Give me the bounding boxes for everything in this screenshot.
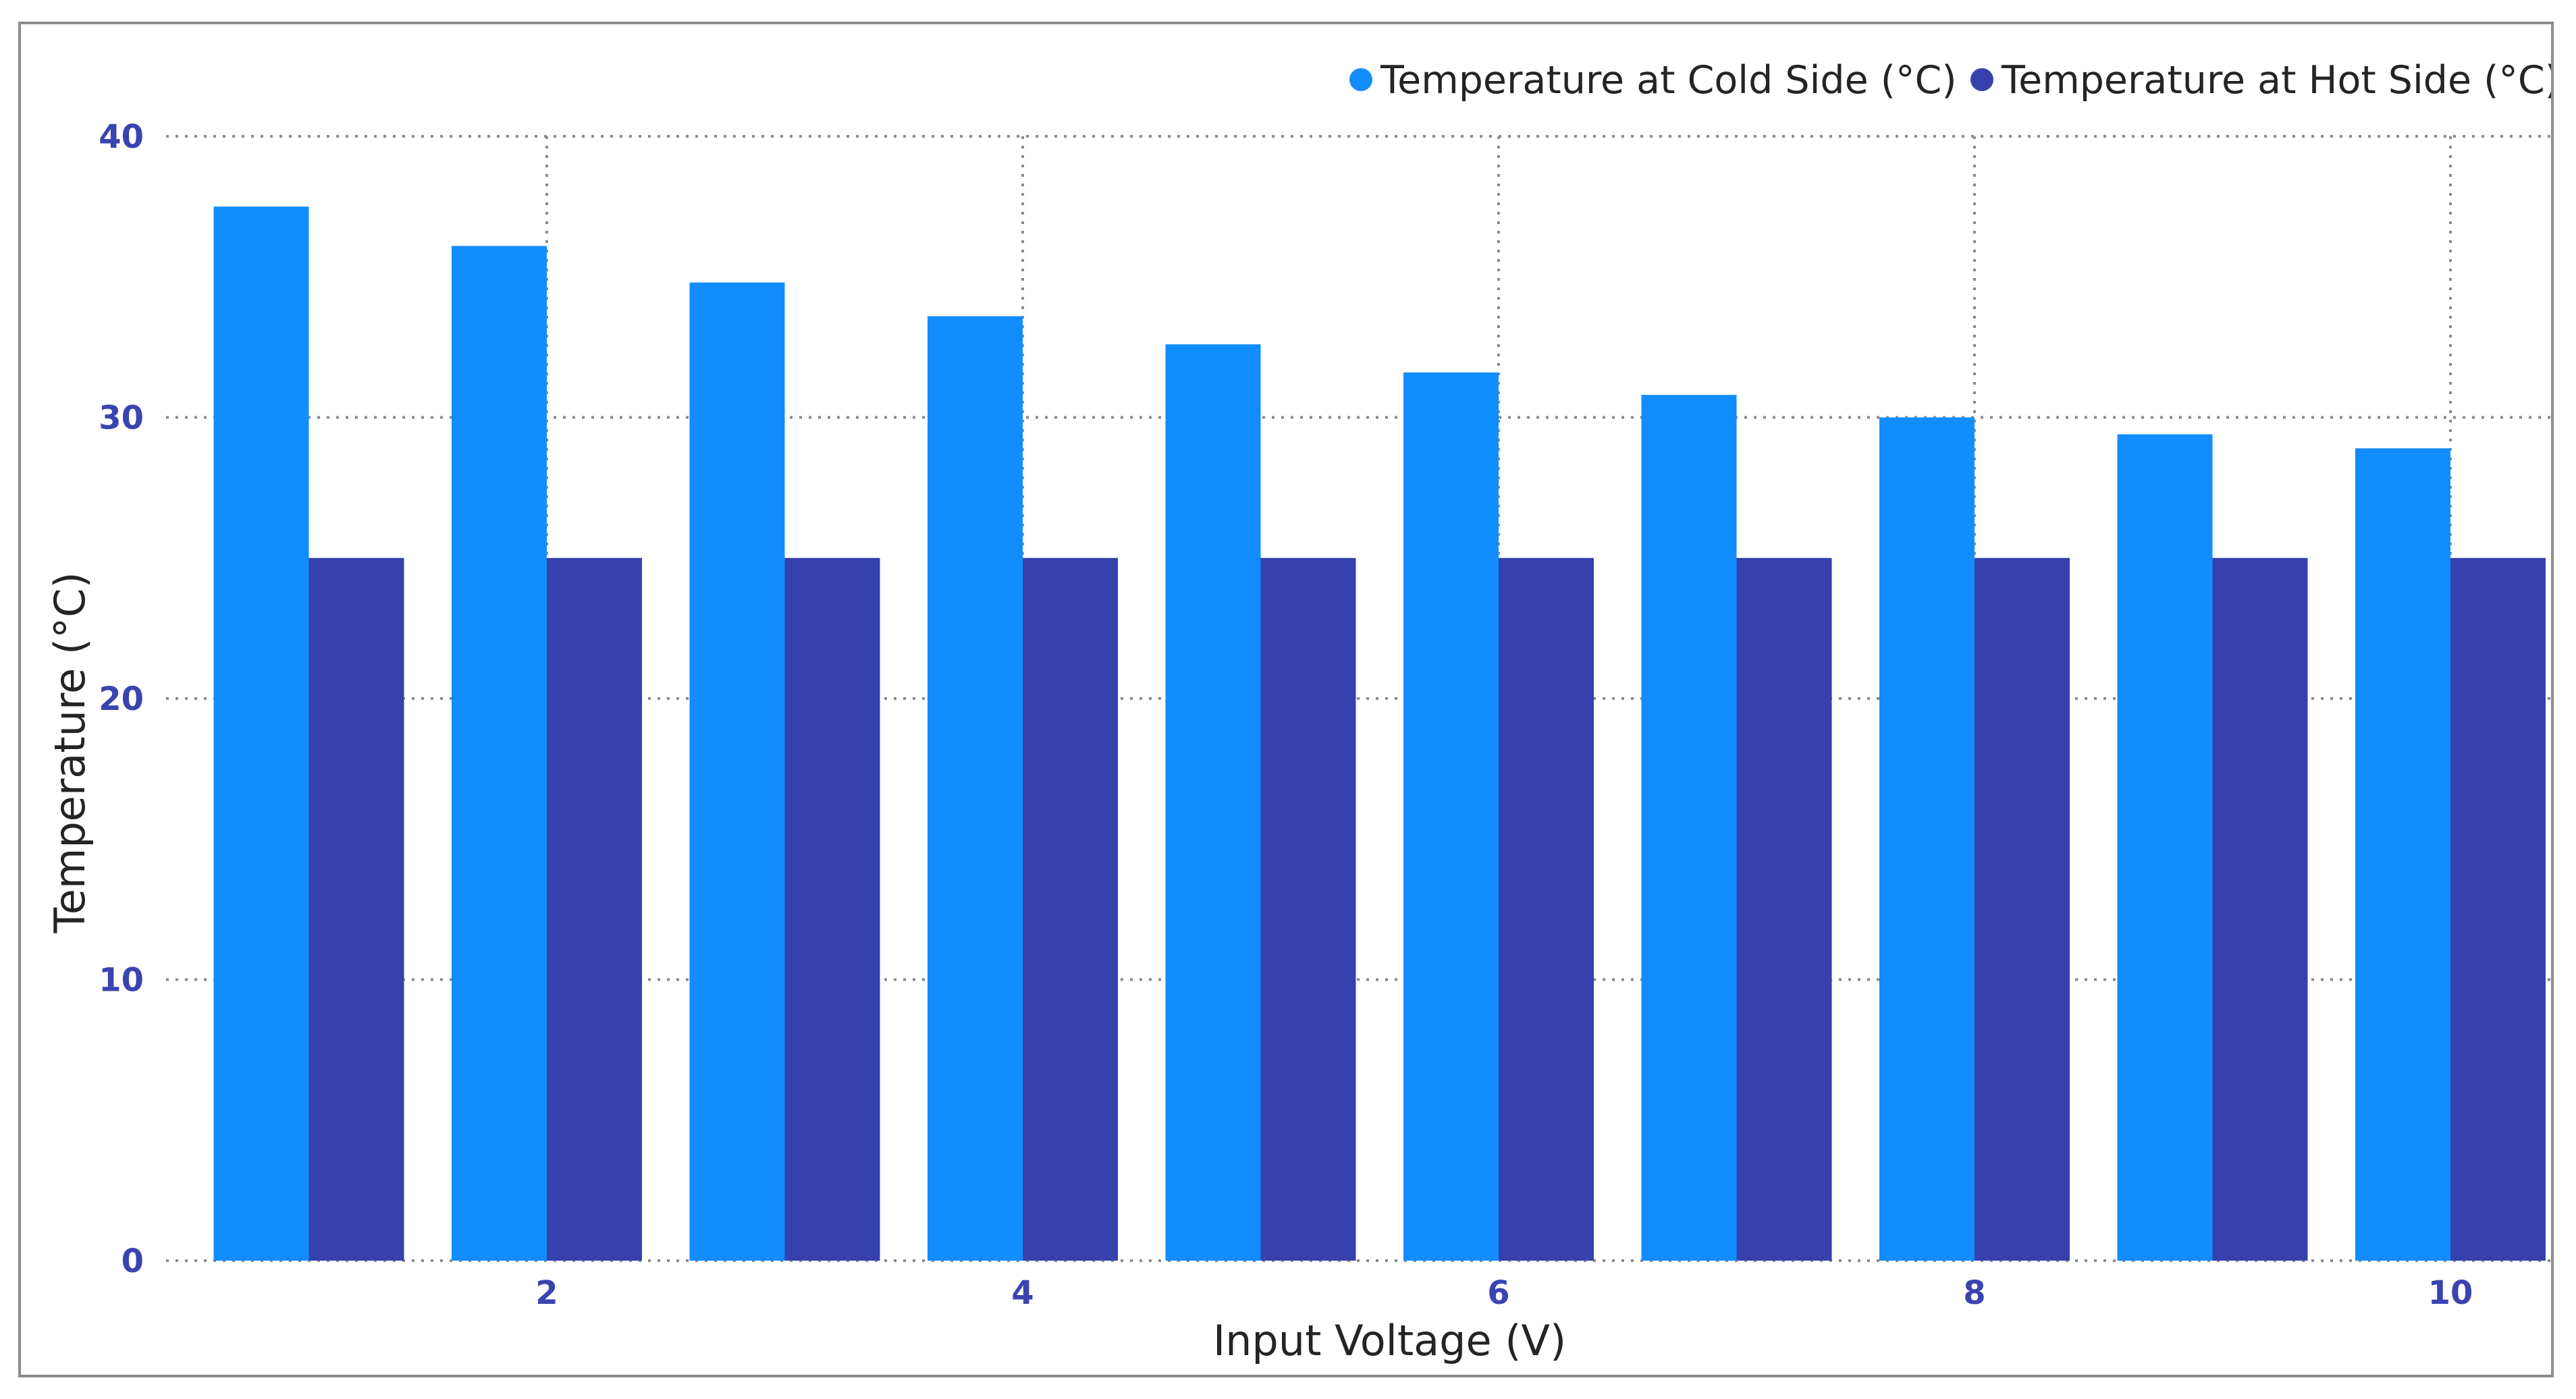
bar-hot-side — [1023, 557, 1118, 1261]
legend-label-cold-side: Temperature at Cold Side (°C) — [1380, 58, 1957, 103]
bar-cold-side — [2355, 448, 2450, 1261]
bar-hot-side — [1260, 557, 1356, 1261]
x-axis-title: Input Voltage (V) — [1213, 1316, 1566, 1365]
chart-svg: 0 10 20 30 40 2 4 6 8 10 Temperature (°C) Input … — [45, 58, 2551, 1365]
bar-hot-side — [1499, 557, 1594, 1261]
bar-cold-side — [689, 282, 785, 1261]
y-tick-label: 20 — [99, 680, 144, 718]
bar-cold-side — [452, 246, 547, 1261]
bar-cold-side — [213, 207, 309, 1261]
bar-hot-side — [2450, 557, 2546, 1261]
x-tick-label: 10 — [2428, 1274, 2473, 1312]
bar-cold-side — [1641, 395, 1737, 1261]
bar-hot-side — [2212, 557, 2308, 1261]
bar-hot-side — [784, 557, 880, 1261]
bar-cold-side — [2117, 434, 2213, 1261]
legend-marker-hot-side — [1970, 68, 1993, 91]
bar-cold-side — [1165, 344, 1261, 1261]
x-tick-label: 4 — [1011, 1274, 1034, 1312]
x-tick-label: 8 — [1963, 1274, 1985, 1312]
x-tick-label: 2 — [535, 1274, 558, 1312]
bar-hot-side — [1736, 557, 1832, 1261]
legend-marker-cold-side — [1349, 68, 1372, 91]
bar-hot-side — [1975, 557, 2070, 1261]
y-axis-title: Temperature (°C) — [45, 572, 95, 933]
bar-hot-side — [547, 557, 642, 1261]
bar-cold-side — [1403, 372, 1499, 1261]
x-axis-ticks: 2 4 6 8 10 — [535, 1274, 2473, 1312]
bars-layer — [213, 207, 2546, 1261]
bar-hot-side — [308, 557, 404, 1261]
y-tick-label: 30 — [99, 400, 144, 437]
bar-cold-side — [928, 316, 1023, 1261]
bar-cold-side — [1879, 417, 1975, 1261]
y-tick-label: 10 — [99, 962, 144, 999]
legend: Temperature at Cold Side (°C) Temperature… — [1349, 58, 2551, 103]
chart-frame: 0 10 20 30 40 2 4 6 8 10 Temperature (°C) Input … — [18, 22, 2554, 1377]
x-tick-label: 6 — [1487, 1274, 1509, 1312]
y-tick-label: 0 — [122, 1242, 144, 1280]
y-tick-label: 40 — [99, 118, 144, 156]
legend-label-hot-side: Temperature at Hot Side (°C) — [2001, 58, 2551, 103]
y-axis-ticks: 0 10 20 30 40 — [99, 118, 144, 1280]
